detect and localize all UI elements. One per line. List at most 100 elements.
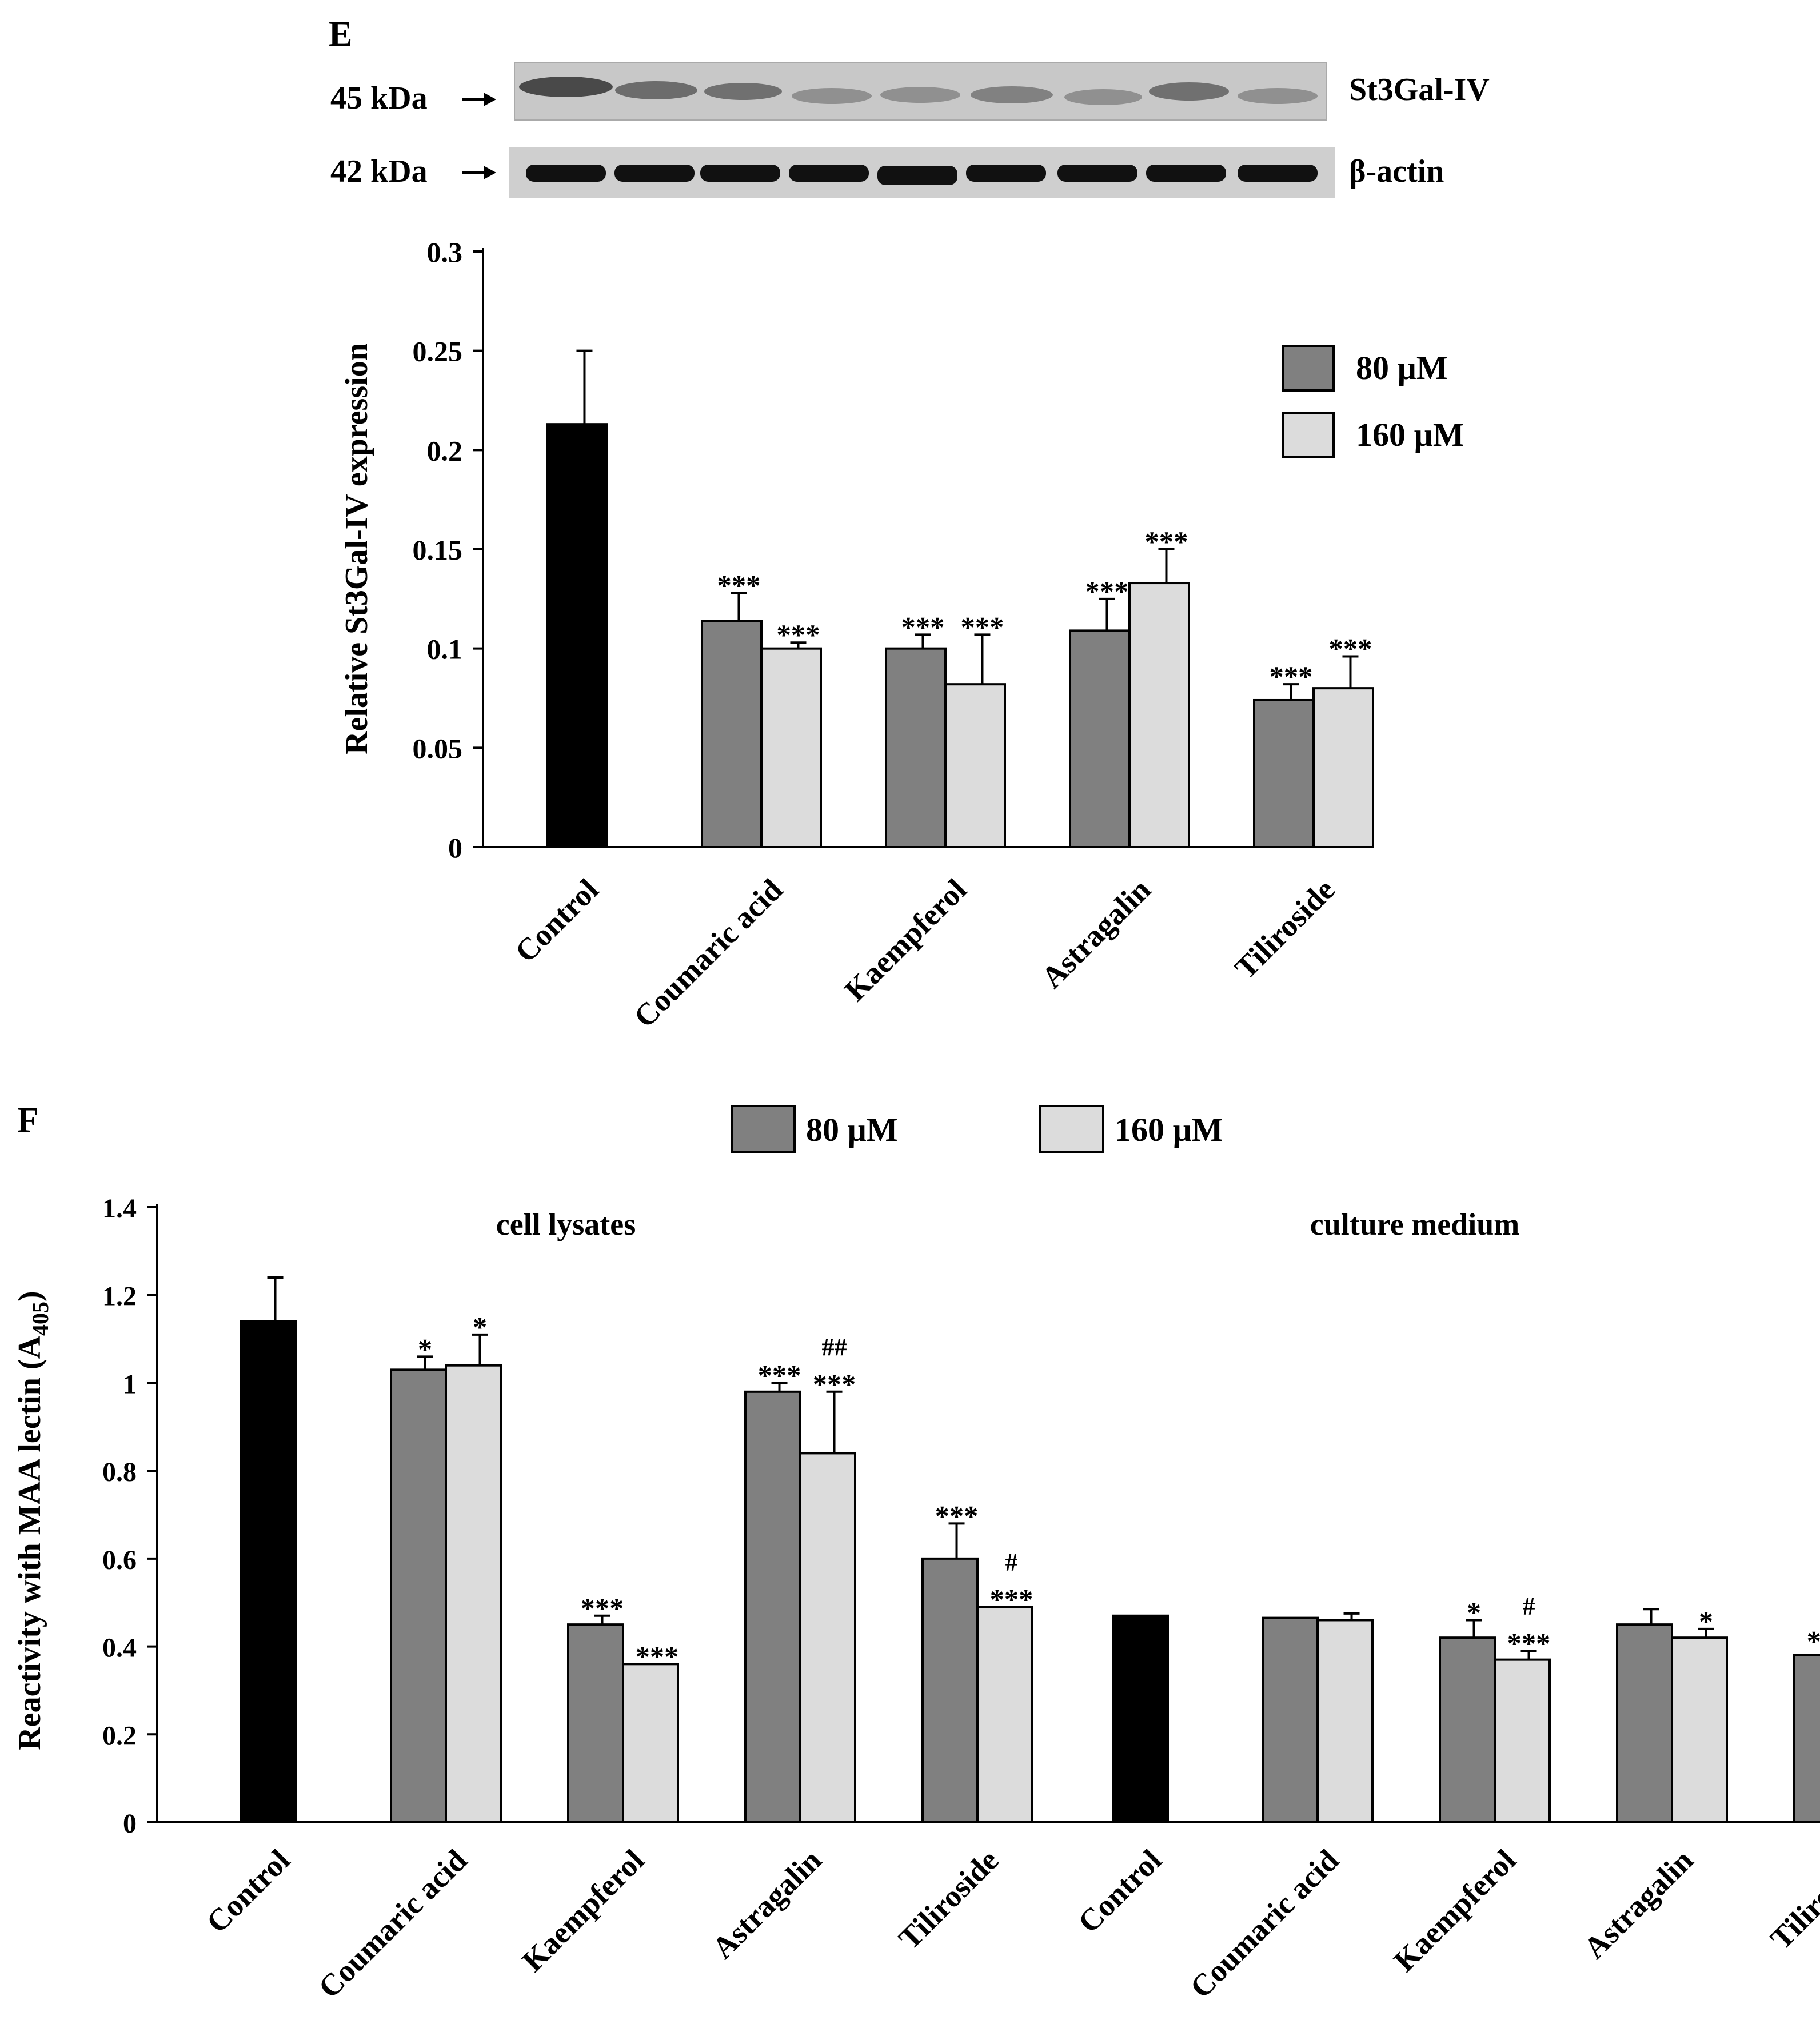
chart-f-legend-label: 160 µM	[1115, 1111, 1223, 1148]
chart-e-legend-label: 80 µM	[1356, 349, 1448, 386]
chart-f-bar-control-control	[240, 1320, 297, 1824]
chart-f-y-tick-label: 0.2	[102, 1720, 137, 1751]
chart-f-legend: 80 µM 160 µM	[731, 1105, 1223, 1153]
chart-f-bar-astragalin-80-m	[744, 1390, 801, 1824]
blot-protein-st3gal: St3Gal-IV	[1349, 72, 1490, 107]
chart-f-significance-label: ***	[813, 1368, 856, 1400]
chart-f-category-label-coumaric-acid: Coumaric acid	[312, 1843, 473, 2005]
chart-f-category-label-control: Control	[199, 1843, 296, 1939]
chart-f-bar-tiliroside-80-m	[921, 1557, 979, 1824]
chart-e-significance-label: ***	[901, 611, 945, 643]
chart-e-bar-tiliroside-160-m	[1312, 687, 1374, 848]
chart-f-significance-label: *	[1699, 1606, 1713, 1638]
chart-f-significance-label: *	[473, 1311, 487, 1343]
arrow-icon	[462, 93, 496, 106]
chart-f-y-tick-label: 1	[123, 1369, 137, 1399]
chart-f-bar-kaempferol-80-m	[1439, 1636, 1496, 1823]
chart-e: 0 0.05 0.1 0.15 0.2 0.25 0.3 Relative St3Gal-IV…	[339, 236, 1464, 1034]
chart-f-significance-label: *	[418, 1333, 432, 1365]
chart-f-y-tick-label: 1.4	[102, 1193, 137, 1224]
chart-f-category-label-astragalin: Astragalin	[1577, 1843, 1699, 1965]
chart-f-bar-astragalin-160-m	[799, 1452, 856, 1823]
chart-e-y-axis-title: Relative St3Gal-IV expression	[339, 343, 374, 754]
chart-f-legend-swatch	[731, 1105, 796, 1153]
chart-e-significance-label: ***	[961, 611, 1004, 643]
chart-e-category-label-coumaric-acid: Coumaric acid	[627, 872, 789, 1034]
chart-e-y-tick-label: 0.25	[413, 336, 463, 368]
chart-e-bar-astragalin-160-m	[1128, 582, 1190, 849]
chart-f-significance-label: #	[1005, 1548, 1018, 1576]
chart-f-significance-label: ***	[1807, 1625, 1820, 1657]
chart-f-group-cell-lysates: cell lysates Control * * Coumaric acid *** ***…	[199, 1207, 1033, 2005]
western-blot: 45 kDa St3Gal-IV 42 kDa	[330, 62, 1490, 198]
chart-f-legend-label: 80 µM	[806, 1111, 898, 1148]
chart-f-y-axis-title: Reactivity with MAA lectin (A405)	[12, 1291, 53, 1750]
chart-f-category-label-kaempferol: Kaempferol	[1387, 1843, 1523, 1978]
chart-f-bar-coumaric-acid-160-m	[1316, 1619, 1374, 1823]
chart-e-bar-control-control	[546, 423, 608, 848]
chart-e-legend-label: 160 µM	[1356, 416, 1464, 453]
chart-e-significance-label: ***	[717, 569, 761, 601]
chart-f-bar-kaempferol-160-m	[1494, 1658, 1551, 1824]
chart-e-y-tick-label: 0	[448, 832, 462, 864]
chart-e-bar-tiliroside-80-m	[1253, 698, 1315, 849]
blot-strip-st3gal	[514, 62, 1327, 121]
chart-e-bar-astragalin-80-m	[1069, 629, 1131, 848]
chart-f-bar-astragalin-160-m	[1671, 1636, 1728, 1823]
chart-f-bar-coumaric-acid-80-m	[1262, 1616, 1319, 1823]
chart-f-bar-control-control	[1112, 1614, 1169, 1824]
chart-f-significance-label: ***	[636, 1640, 679, 1672]
chart-e-bar-coumaric-acid-160-m	[760, 647, 822, 848]
chart-e-category-label-control: Control	[508, 872, 605, 969]
chart-f-legend-swatch	[1039, 1105, 1104, 1153]
chart-f-y-tick-label: 1.2	[102, 1282, 137, 1312]
chart-f-bar-coumaric-acid-80-m	[390, 1368, 447, 1823]
chart-f-bar-coumaric-acid-160-m	[445, 1364, 502, 1824]
chart-f-category-label-tiliroside: Tiliroside	[892, 1843, 1005, 1956]
chart-f-y-tick-label: 0.4	[102, 1633, 137, 1663]
chart-f-category-label-tiliroside: Tiliroside	[1763, 1843, 1820, 1956]
chart-e-legend-swatch	[1282, 345, 1335, 392]
chart-f-bar-astragalin-80-m	[1616, 1623, 1673, 1823]
chart-e-category-label-astragalin: Astragalin	[1035, 872, 1157, 995]
chart-f-significance-label: ***	[758, 1359, 801, 1391]
chart-f-y-tick-label: 0	[123, 1809, 137, 1839]
arrow-icon	[462, 166, 496, 179]
chart-f-significance-label: *	[1467, 1596, 1481, 1628]
chart-e-significance-label: ***	[1329, 633, 1372, 665]
chart-f-category-label-astragalin: Astragalin	[705, 1843, 828, 1965]
chart-e-y-tick-label: 0.3	[427, 236, 463, 268]
blot-strip-actin	[509, 147, 1335, 198]
chart-f-category-label-coumaric-acid: Coumaric acid	[1183, 1843, 1345, 2005]
chart-e-significance-label: ***	[777, 619, 820, 651]
panel-e-label: E	[329, 15, 352, 54]
chart-f-bar-kaempferol-80-m	[567, 1623, 624, 1823]
blot-marker-actin: 42 kDa	[330, 154, 428, 189]
chart-f-significance-label: ##	[822, 1333, 847, 1361]
panel-f-label: F	[17, 1101, 39, 1140]
blot-protein-actin: β-actin	[1349, 154, 1444, 189]
chart-f-significance-label: ***	[990, 1583, 1033, 1615]
chart-e-category-label-kaempferol: Kaempferol	[838, 872, 973, 1008]
chart-f-bar-tiliroside-80-m	[1793, 1654, 1820, 1823]
chart-f-bar-kaempferol-160-m	[622, 1663, 679, 1823]
chart-f-y-tick-label: 0.8	[102, 1457, 137, 1487]
chart-f: 0 0.2 0.4 0.6 0.8 1 1.2 1.4 Reactivity with MAA …	[12, 1105, 1820, 2005]
chart-f-significance-label: ***	[1507, 1627, 1551, 1659]
chart-e-legend-swatch	[1282, 412, 1335, 458]
chart-f-significance-label: ***	[935, 1500, 979, 1532]
chart-e-y-tick-label: 0.1	[427, 633, 463, 665]
chart-e-y-tick-label: 0.15	[413, 534, 463, 566]
chart-f-significance-label: #	[1523, 1592, 1535, 1620]
chart-e-bar-kaempferol-160-m	[944, 683, 1006, 848]
chart-f-group-title: cell lysates	[496, 1207, 636, 1241]
chart-f-group-title: culture medium	[1310, 1207, 1519, 1241]
chart-f-y-tick-label: 0.6	[102, 1545, 137, 1575]
chart-f-category-label-kaempferol: Kaempferol	[516, 1843, 651, 1978]
chart-f-significance-label: ***	[581, 1592, 624, 1624]
chart-e-significance-label: ***	[1085, 576, 1129, 608]
blot-marker-st3gal: 45 kDa	[330, 81, 428, 116]
chart-e-y-tick-label: 0.05	[413, 732, 463, 764]
